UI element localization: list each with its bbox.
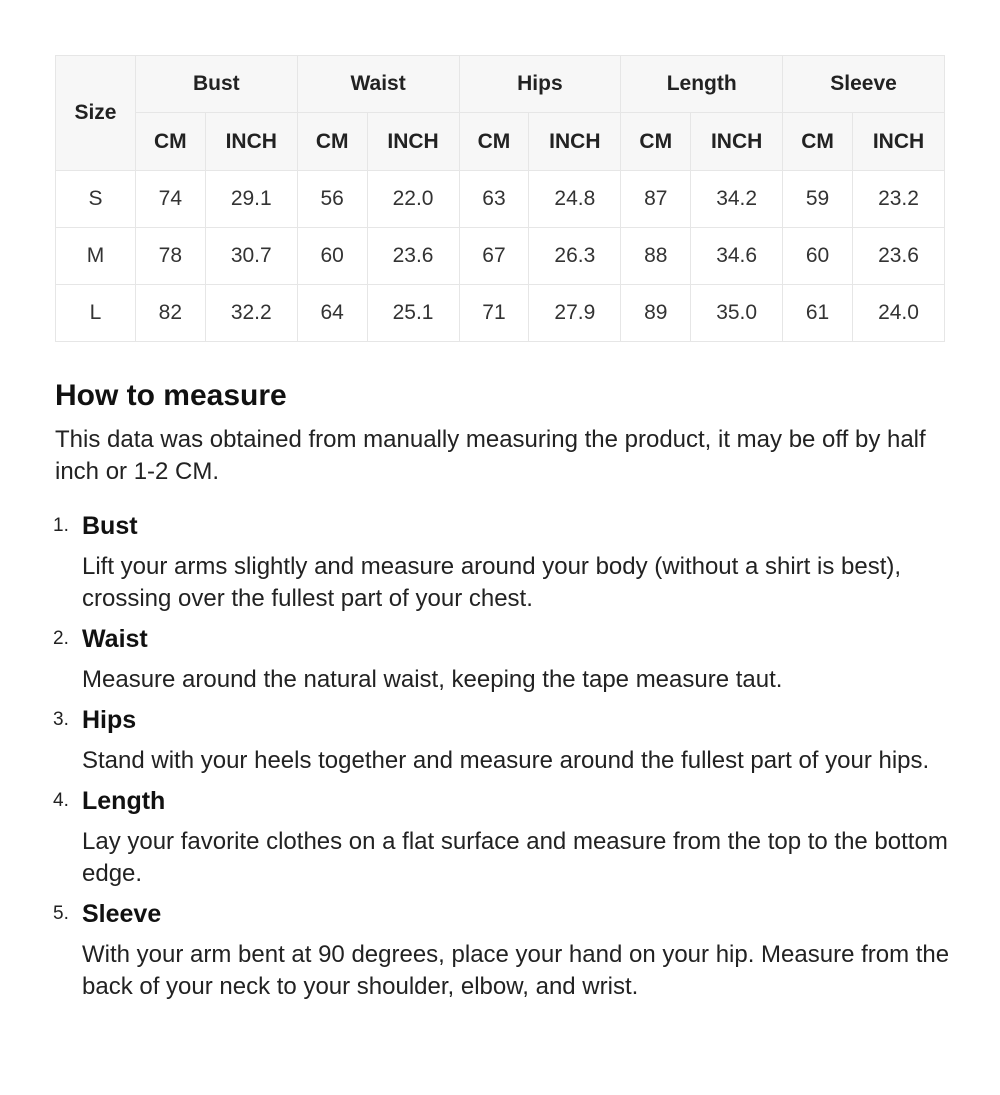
value-cell: 23.2 (852, 170, 945, 228)
group-header-hips: Hips (458, 55, 622, 113)
value-cell: 34.2 (690, 170, 784, 228)
size-cell: M (55, 227, 136, 285)
value-cell: 82 (134, 284, 206, 342)
table-row: L 82 32.2 64 25.1 71 27.9 89 35.0 61 24.0 (55, 284, 945, 342)
item-description: Lift your arms slightly and measure arou… (82, 553, 902, 612)
value-cell: 22.0 (366, 170, 460, 228)
group-header-length: Length (620, 55, 784, 113)
unit-header-inch: INCH (366, 112, 460, 171)
value-cell: 25.1 (366, 284, 460, 342)
value-cell: 26.3 (528, 227, 622, 285)
unit-header-cm: CM (782, 112, 853, 171)
group-header-bust: Bust (134, 55, 298, 113)
value-cell: 35.0 (690, 284, 784, 342)
table-row: S 74 29.1 56 22.0 63 24.8 87 34.2 59 23.2 (55, 170, 945, 228)
value-cell: 60 (296, 227, 368, 285)
size-header: Size (55, 55, 136, 171)
value-cell: 60 (782, 227, 853, 285)
item-number: 1. (53, 515, 69, 536)
value-cell: 27.9 (528, 284, 622, 342)
value-cell: 67 (458, 227, 530, 285)
unit-header-cm: CM (458, 112, 530, 171)
unit-header-cm: CM (134, 112, 206, 171)
value-cell: 23.6 (366, 227, 460, 285)
item-number: 5. (53, 903, 69, 924)
item-description: Lay your favorite clothes on a flat surf… (82, 828, 948, 887)
section-title: How to measure (55, 379, 287, 412)
value-cell: 23.6 (852, 227, 945, 285)
unit-header-inch: INCH (204, 112, 298, 171)
how-to-measure-section: How to measure This data was obtained fr… (53, 374, 955, 1007)
value-cell: 89 (620, 284, 692, 342)
value-cell: 87 (620, 170, 692, 228)
item-title: Length (82, 787, 166, 815)
intro-text: This data was obtained from manually mea… (55, 426, 926, 485)
item-number: 2. (53, 628, 69, 649)
value-cell: 24.8 (528, 170, 622, 228)
group-header-sleeve: Sleeve (782, 55, 945, 113)
measure-item-waist: 2. Waist Measure around the natural waist,… (53, 619, 955, 696)
item-description: Measure around the natural waist, keepin… (82, 666, 783, 693)
item-title: Waist (82, 625, 148, 653)
unit-header-inch: INCH (528, 112, 622, 171)
value-cell: 78 (134, 227, 206, 285)
measure-item-sleeve: 5. Sleeve With your arm bent at 90 degrees… (53, 894, 955, 1003)
measure-item-hips: 3. Hips Stand with your heels together and… (53, 700, 955, 777)
item-description: Stand with your heels together and measu… (82, 747, 930, 774)
group-header-waist: Waist (296, 55, 460, 113)
value-cell: 29.1 (204, 170, 298, 228)
measure-item-length: 4. Length Lay your favorite clothes on a f… (53, 781, 955, 890)
value-cell: 88 (620, 227, 692, 285)
unit-header-cm: CM (296, 112, 368, 171)
value-cell: 71 (458, 284, 530, 342)
unit-header-inch: INCH (690, 112, 784, 171)
size-cell: S (55, 170, 136, 228)
item-description: With your arm bent at 90 degrees, place … (82, 941, 950, 1000)
value-cell: 30.7 (204, 227, 298, 285)
table-row: M 78 30.7 60 23.6 67 26.3 88 34.6 60 23.6 (55, 227, 945, 285)
item-title: Hips (82, 706, 137, 734)
value-cell: 64 (296, 284, 368, 342)
value-cell: 59 (782, 170, 853, 228)
measure-list: 1. Bust Lift your arms slightly and measur… (53, 506, 955, 1003)
value-cell: 34.6 (690, 227, 784, 285)
item-number: 4. (53, 790, 69, 811)
size-cell: L (55, 284, 136, 342)
size-chart-table: Size Bust Waist Hips Length Sleeve CM INCH CM I… (55, 55, 945, 342)
item-title: Bust (82, 512, 138, 540)
value-cell: 32.2 (204, 284, 298, 342)
item-number: 3. (53, 709, 69, 730)
item-title: Sleeve (82, 900, 162, 928)
unit-header-inch: INCH (852, 112, 945, 171)
value-cell: 74 (134, 170, 206, 228)
value-cell: 63 (458, 170, 530, 228)
measure-item-bust: 1. Bust Lift your arms slightly and measur… (53, 506, 955, 615)
value-cell: 61 (782, 284, 853, 342)
value-cell: 24.0 (852, 284, 945, 342)
value-cell: 56 (296, 170, 368, 228)
unit-header-cm: CM (620, 112, 692, 171)
